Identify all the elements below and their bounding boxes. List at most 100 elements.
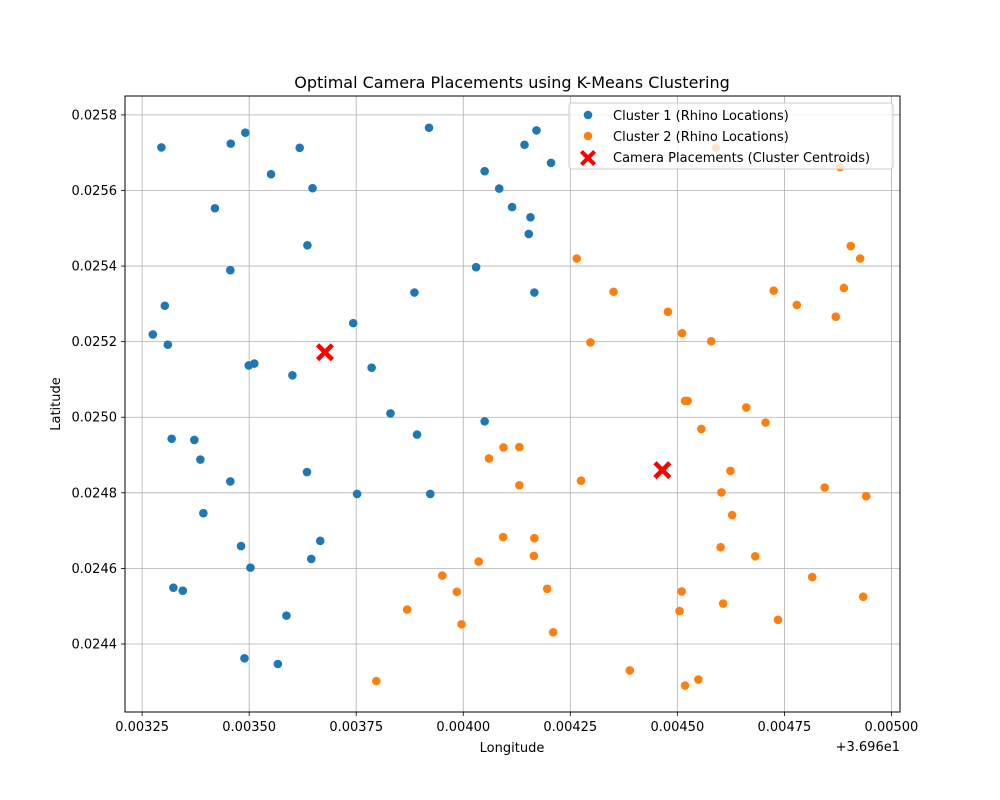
cluster-1-point bbox=[532, 126, 541, 135]
cluster-2-point bbox=[484, 454, 494, 463]
cluster-2-point bbox=[457, 620, 466, 629]
chart-title: Optimal Camera Placements using K-Means … bbox=[294, 73, 730, 92]
cluster-1-point bbox=[157, 143, 166, 152]
cluster-2-point bbox=[839, 283, 849, 293]
cluster-1-point bbox=[480, 417, 489, 426]
cluster-2-point bbox=[515, 480, 524, 490]
axis-ticks: 0.00325 0.00350 0.00375 0.00400 0.00425 0.004… bbox=[72, 108, 919, 735]
x-tick-label: 0.00450 bbox=[650, 720, 704, 735]
cluster-1-point bbox=[240, 654, 249, 663]
cluster-1-point bbox=[199, 508, 208, 518]
cluster-2-point bbox=[515, 442, 524, 452]
cluster-2-point bbox=[820, 483, 829, 492]
y-tick-label: 0.0244 bbox=[72, 637, 118, 652]
cluster-2-point bbox=[861, 491, 871, 501]
cluster-2-point bbox=[372, 676, 381, 686]
cluster-1-point bbox=[352, 489, 362, 499]
cluster-2-point bbox=[625, 666, 635, 675]
data-points bbox=[148, 123, 871, 690]
cluster-2-point bbox=[807, 572, 817, 582]
x-tick-label: 0.00350 bbox=[222, 720, 276, 735]
cluster-1-point bbox=[148, 330, 158, 339]
cluster-2-point bbox=[548, 627, 558, 637]
x-tick-label: 0.00500 bbox=[865, 720, 919, 735]
cluster-1-point bbox=[226, 265, 235, 275]
x-tick-label: 0.00400 bbox=[436, 720, 490, 735]
y-tick-label: 0.0250 bbox=[72, 411, 118, 426]
cluster-2-point bbox=[572, 254, 582, 263]
cluster-1-point bbox=[471, 262, 481, 272]
cluster-2-point bbox=[677, 329, 687, 338]
cluster-2-point bbox=[706, 336, 716, 346]
y-tick-label: 0.0258 bbox=[72, 108, 118, 123]
cluster-2-point bbox=[846, 241, 856, 251]
cluster-2-point bbox=[726, 466, 735, 476]
cluster-1-point bbox=[367, 363, 376, 373]
cluster-1-point bbox=[190, 435, 199, 445]
cluster-1-point bbox=[494, 184, 504, 193]
cluster-2-point bbox=[499, 443, 508, 452]
legend-box bbox=[568, 102, 894, 170]
legend-centroid-marker bbox=[580, 150, 596, 166]
cluster-2-point bbox=[727, 510, 737, 520]
cluster-1-point bbox=[210, 203, 220, 213]
y-tick-label: 0.0248 bbox=[72, 486, 118, 501]
x-tick-label: 0.00425 bbox=[543, 720, 597, 735]
cluster-1-point bbox=[196, 455, 205, 464]
x-tick-label: 0.00475 bbox=[758, 720, 812, 735]
cluster-1-point bbox=[526, 213, 535, 222]
legend-label-2: Cluster 2 (Rhino Locations) bbox=[613, 130, 789, 145]
cluster-1-point bbox=[303, 240, 312, 250]
cluster-2-point bbox=[773, 615, 783, 625]
cluster-1-point bbox=[530, 288, 539, 297]
cluster-1-point bbox=[410, 288, 419, 297]
legend-label-1: Cluster 1 (Rhino Locations) bbox=[613, 109, 789, 124]
y-tick-label: 0.0256 bbox=[72, 184, 118, 199]
y-tick-label: 0.0246 bbox=[72, 562, 118, 577]
x-tick-label: 0.00325 bbox=[115, 720, 169, 735]
legend-marker-1 bbox=[583, 110, 593, 120]
cluster-2-point bbox=[474, 557, 483, 566]
cluster-1-point bbox=[315, 536, 325, 546]
cluster-1-point bbox=[480, 166, 489, 176]
plot-area-frame bbox=[124, 95, 901, 713]
cluster-1-point bbox=[424, 123, 434, 133]
cluster-1-point bbox=[524, 229, 534, 239]
cluster-2-point bbox=[831, 312, 841, 322]
cluster-1-point bbox=[178, 586, 188, 595]
cluster-1-point bbox=[282, 611, 291, 620]
cluster-2-point bbox=[741, 403, 751, 412]
cluster-1-point bbox=[250, 359, 259, 368]
cluster-1-point bbox=[226, 477, 235, 486]
cluster-1-point bbox=[246, 563, 255, 572]
cluster-2-point bbox=[680, 681, 690, 690]
cluster-2-point bbox=[694, 675, 703, 684]
cluster-2-point bbox=[675, 606, 684, 616]
x-axis-offset-label: +3.696e1 bbox=[836, 740, 900, 755]
cluster-2-point bbox=[542, 584, 552, 594]
cluster-2-point bbox=[677, 587, 686, 596]
cluster-1-point bbox=[163, 340, 173, 349]
cluster-2-point bbox=[858, 592, 868, 602]
cluster-2-point bbox=[769, 286, 778, 295]
cluster-2-point bbox=[402, 605, 412, 614]
cluster-1-point bbox=[302, 467, 312, 477]
cluster-1-point bbox=[236, 541, 246, 551]
cluster-1-point bbox=[241, 128, 250, 137]
cluster-2-point bbox=[586, 338, 595, 347]
legend: Cluster 1 (Rhino Locations) Cluster 2 (Rh… bbox=[568, 102, 894, 170]
cluster-2-point bbox=[683, 396, 692, 406]
cluster-1-point bbox=[348, 318, 358, 328]
cluster-2-point bbox=[663, 307, 673, 317]
cluster-2-point bbox=[609, 287, 618, 297]
cluster-1-point bbox=[169, 583, 178, 592]
cluster-1-point bbox=[425, 489, 435, 499]
y-tick-label: 0.0252 bbox=[72, 335, 118, 350]
cluster-1-point bbox=[167, 434, 176, 444]
cluster-2-point bbox=[498, 532, 508, 542]
cluster-2-point bbox=[452, 587, 462, 597]
legend-label-3: Camera Placements (Cluster Centroids) bbox=[613, 151, 870, 166]
cluster-1-point bbox=[412, 430, 422, 439]
cluster-2-point bbox=[750, 551, 760, 561]
